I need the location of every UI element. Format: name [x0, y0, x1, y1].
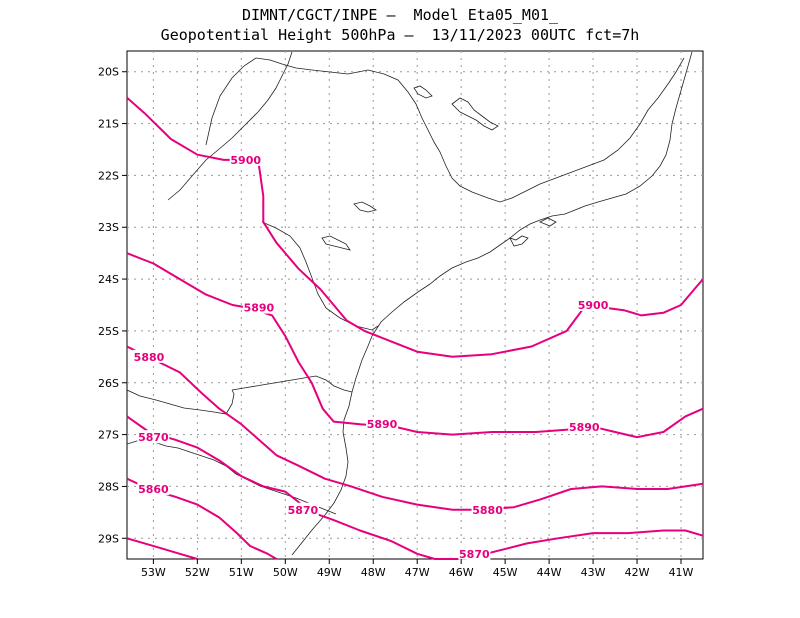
contour-label-bg — [577, 298, 610, 311]
contour-line-5900 — [603, 278, 704, 317]
y-tick-label: 28S — [98, 480, 119, 493]
contour-label-bg — [137, 482, 170, 496]
bay-outline — [509, 235, 529, 247]
coastline — [291, 51, 693, 556]
x-tick-label: 48W — [361, 566, 386, 579]
contour-label: 5890 — [367, 418, 398, 431]
y-tick-label: 20S — [98, 66, 119, 79]
map-frame — [126, 50, 704, 560]
contour-line-5850 — [126, 537, 198, 560]
contour-line-5890 — [126, 252, 704, 439]
contour-label-bg — [458, 546, 491, 560]
x-tick-label: 41W — [669, 566, 694, 579]
map-title-line-2: Geopotential Height 500hPa – 13/11/2023 … — [160, 26, 640, 44]
y-tick-label: 24S — [98, 273, 119, 286]
contour-label-bg — [471, 502, 504, 516]
y-tick-label: 23S — [98, 221, 119, 234]
contour-label: 5900 — [578, 299, 609, 312]
x-tick-label: 51W — [229, 566, 254, 579]
contour-label: 5870 — [138, 431, 169, 444]
y-tick-label: 27S — [98, 429, 119, 442]
contour-label-bg — [137, 430, 170, 444]
x-tick-label: 53W — [141, 566, 166, 579]
y-tick-label: 21S — [98, 118, 119, 131]
y-tick-label: 29S — [98, 532, 119, 545]
reservoir-outline — [353, 201, 377, 213]
contour-label-bg — [242, 300, 275, 314]
contour-label-bg — [286, 502, 319, 516]
border-parana-sp — [167, 51, 293, 201]
contour-label-bg — [366, 417, 399, 431]
contour-line-5900 — [126, 96, 583, 358]
x-tick-label: 46W — [449, 566, 474, 579]
border-pr-sp — [261, 221, 379, 331]
y-tick-label: 26S — [98, 377, 119, 390]
contour-label-bg — [132, 349, 165, 363]
contour-label: 5860 — [138, 483, 169, 496]
x-tick-label: 44W — [537, 566, 562, 579]
contour-label: 5870 — [288, 504, 319, 517]
x-tick-label: 50W — [273, 566, 298, 579]
island-outline — [539, 217, 557, 227]
x-tick-label: 43W — [581, 566, 606, 579]
border-sc-pr — [231, 375, 353, 393]
contour-label: 5900 — [230, 154, 261, 167]
grid-lines — [127, 51, 703, 559]
contour-label: 5890 — [569, 421, 600, 434]
border-sp-mg — [205, 57, 685, 203]
y-tick-label: 25S — [98, 325, 119, 338]
reservoir-outline — [451, 97, 499, 131]
y-axis-ticks: 20S 21S 22S 23S 24S 25S 26S 27S 28S 29S — [98, 66, 127, 545]
x-axis-ticks: 53W 52W 51W 50W 49W 48W 47W 46W 45W 44W 43W 42W 41W — [141, 559, 694, 579]
y-tick-label: 22S — [98, 169, 119, 182]
contour-label: 5880 — [472, 504, 503, 517]
height-contours — [126, 96, 704, 560]
contour-label: 5880 — [134, 351, 165, 364]
contour-label: 5890 — [244, 302, 275, 315]
contour-line-5880 — [126, 345, 704, 511]
map-title-line-1: DIMNT/CGCT/INPE – Model Eta05_M01_ — [241, 6, 559, 24]
reservoir-outline — [413, 85, 433, 99]
border-argentina — [126, 389, 235, 415]
reservoir-outline — [321, 235, 351, 251]
contour-label-bg — [229, 152, 262, 166]
x-tick-label: 42W — [625, 566, 650, 579]
x-tick-label: 49W — [317, 566, 342, 579]
contour-label: 5870 — [459, 548, 490, 561]
x-tick-label: 45W — [493, 566, 518, 579]
border-sc-rs — [126, 439, 337, 515]
contour-labels: 5900 5900 5890 5890 5890 5880 5880 5870 5870 5870… — [132, 152, 610, 561]
x-tick-label: 52W — [185, 566, 210, 579]
contour-line-5870 — [126, 415, 704, 560]
x-tick-label: 47W — [405, 566, 430, 579]
contour-label-bg — [568, 419, 601, 433]
